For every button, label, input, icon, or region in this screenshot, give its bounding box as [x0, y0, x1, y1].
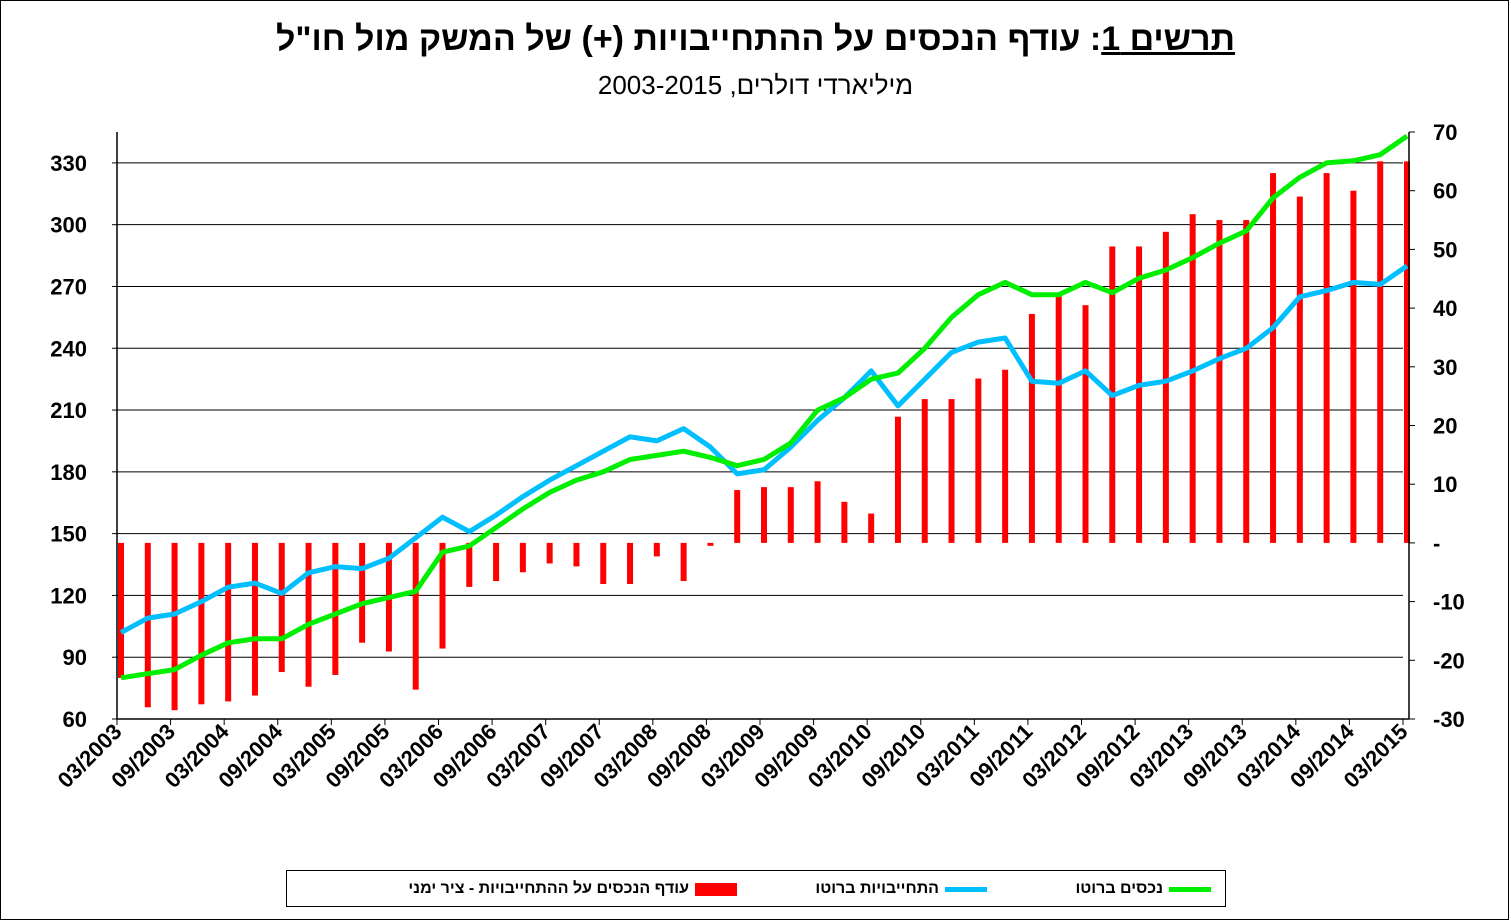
bar	[761, 487, 767, 543]
chart-title-colon: :	[1089, 20, 1102, 58]
left-tick-label: 330	[50, 151, 87, 176]
bar	[627, 542, 634, 584]
bar	[1189, 214, 1196, 543]
right-tick-label: -	[1433, 531, 1440, 556]
bar	[118, 542, 124, 678]
bar	[198, 542, 205, 705]
bar	[787, 487, 794, 543]
legend-assets-swatch	[1169, 886, 1211, 892]
bar	[1055, 296, 1062, 543]
legend-bar-label: עודף הנכסים על ההתחייבויות - ציר ימני	[408, 880, 689, 897]
right-tick-label: -10	[1433, 590, 1465, 615]
left-tick-label: 300	[50, 213, 87, 238]
bar	[359, 542, 366, 643]
right-tick-label: 70	[1433, 120, 1457, 145]
bar	[814, 481, 821, 543]
left-tick-label: 60	[63, 707, 87, 732]
bar	[948, 399, 955, 543]
left-tick-label: 240	[50, 336, 87, 361]
combo-chart: 6090120150180210240270300330-30-20-10-10…	[50, 120, 1465, 793]
legend-item-surplus: עודף הנכסים על ההתחייבויות - ציר ימני	[408, 878, 737, 900]
bar	[144, 542, 151, 708]
bar	[1404, 161, 1410, 543]
right-tick-label: 50	[1433, 237, 1457, 262]
right-tick-label: 60	[1433, 179, 1457, 204]
bar	[251, 542, 258, 696]
liabilities-line	[119, 263, 1409, 635]
chart-subtitle: מיליארדי דולרים, 2003-2015	[597, 70, 914, 100]
left-tick-label: 210	[50, 398, 87, 423]
legend-bar-swatch	[695, 882, 737, 896]
grid-layer	[117, 162, 1403, 720]
left-tick-label: 90	[63, 645, 87, 670]
bar	[305, 542, 312, 687]
right-tick-label: 30	[1433, 355, 1457, 380]
bar	[573, 542, 580, 567]
bar	[1296, 196, 1303, 543]
legend-item-liabilities: התחייבויות ברוטו	[815, 878, 987, 900]
left-tick-label: 120	[50, 583, 87, 608]
bar	[1082, 305, 1089, 543]
bar	[868, 513, 875, 543]
legend-assets-label: נכסים ברוטו	[1075, 880, 1163, 897]
bar	[841, 501, 848, 543]
legend-item-assets: נכסים ברוטו	[1075, 878, 1211, 900]
left-tick-label: 270	[50, 274, 87, 299]
chart-title-prefix: תרשים 1	[1101, 20, 1236, 58]
legend-liabilities-label: התחייבויות ברוטו	[815, 880, 939, 897]
bar	[332, 542, 339, 675]
bar	[1162, 231, 1169, 543]
bar	[1216, 220, 1223, 543]
legend-liabilities-swatch	[945, 886, 987, 892]
bar	[225, 542, 232, 702]
right-tick-label: -20	[1433, 648, 1465, 673]
left-tick-label: 150	[50, 522, 87, 547]
assets-line	[120, 134, 1409, 681]
right-tick-label: 40	[1433, 296, 1457, 321]
bar	[466, 542, 473, 587]
right-tick-label: 10	[1433, 472, 1457, 497]
chart-title-main: עודף הנכסים על ההתחייבויות (+) של המשק מ…	[275, 20, 1090, 58]
bar	[600, 542, 607, 584]
bar	[1002, 369, 1009, 543]
bar	[171, 542, 178, 711]
line-series-layer	[119, 134, 1409, 681]
bar	[1243, 220, 1250, 543]
chart-legend: עודף הנכסים על ההתחייבויות - ציר ימני הת…	[286, 870, 1226, 907]
bar	[975, 378, 982, 543]
bar	[439, 542, 446, 649]
bar	[680, 542, 687, 582]
bar	[519, 542, 526, 573]
bar	[1028, 313, 1035, 543]
bar	[894, 416, 901, 543]
bar	[1377, 161, 1384, 543]
left-tick-label: 180	[50, 460, 87, 485]
right-tick-label: -30	[1433, 707, 1465, 732]
bar	[1323, 173, 1330, 543]
bar	[1350, 190, 1357, 543]
bar	[1136, 246, 1143, 543]
chart-title: תרשים 1: עודף הנכסים על ההתחייבויות (+) …	[0, 20, 1511, 59]
bar	[546, 542, 553, 564]
bar	[493, 542, 500, 582]
bar	[921, 399, 928, 543]
bar	[653, 542, 660, 557]
right-tick-label: 20	[1433, 414, 1457, 439]
bar	[734, 490, 741, 543]
bar	[278, 542, 285, 673]
bar	[412, 542, 419, 690]
bar	[707, 542, 714, 546]
bar	[1270, 173, 1277, 543]
